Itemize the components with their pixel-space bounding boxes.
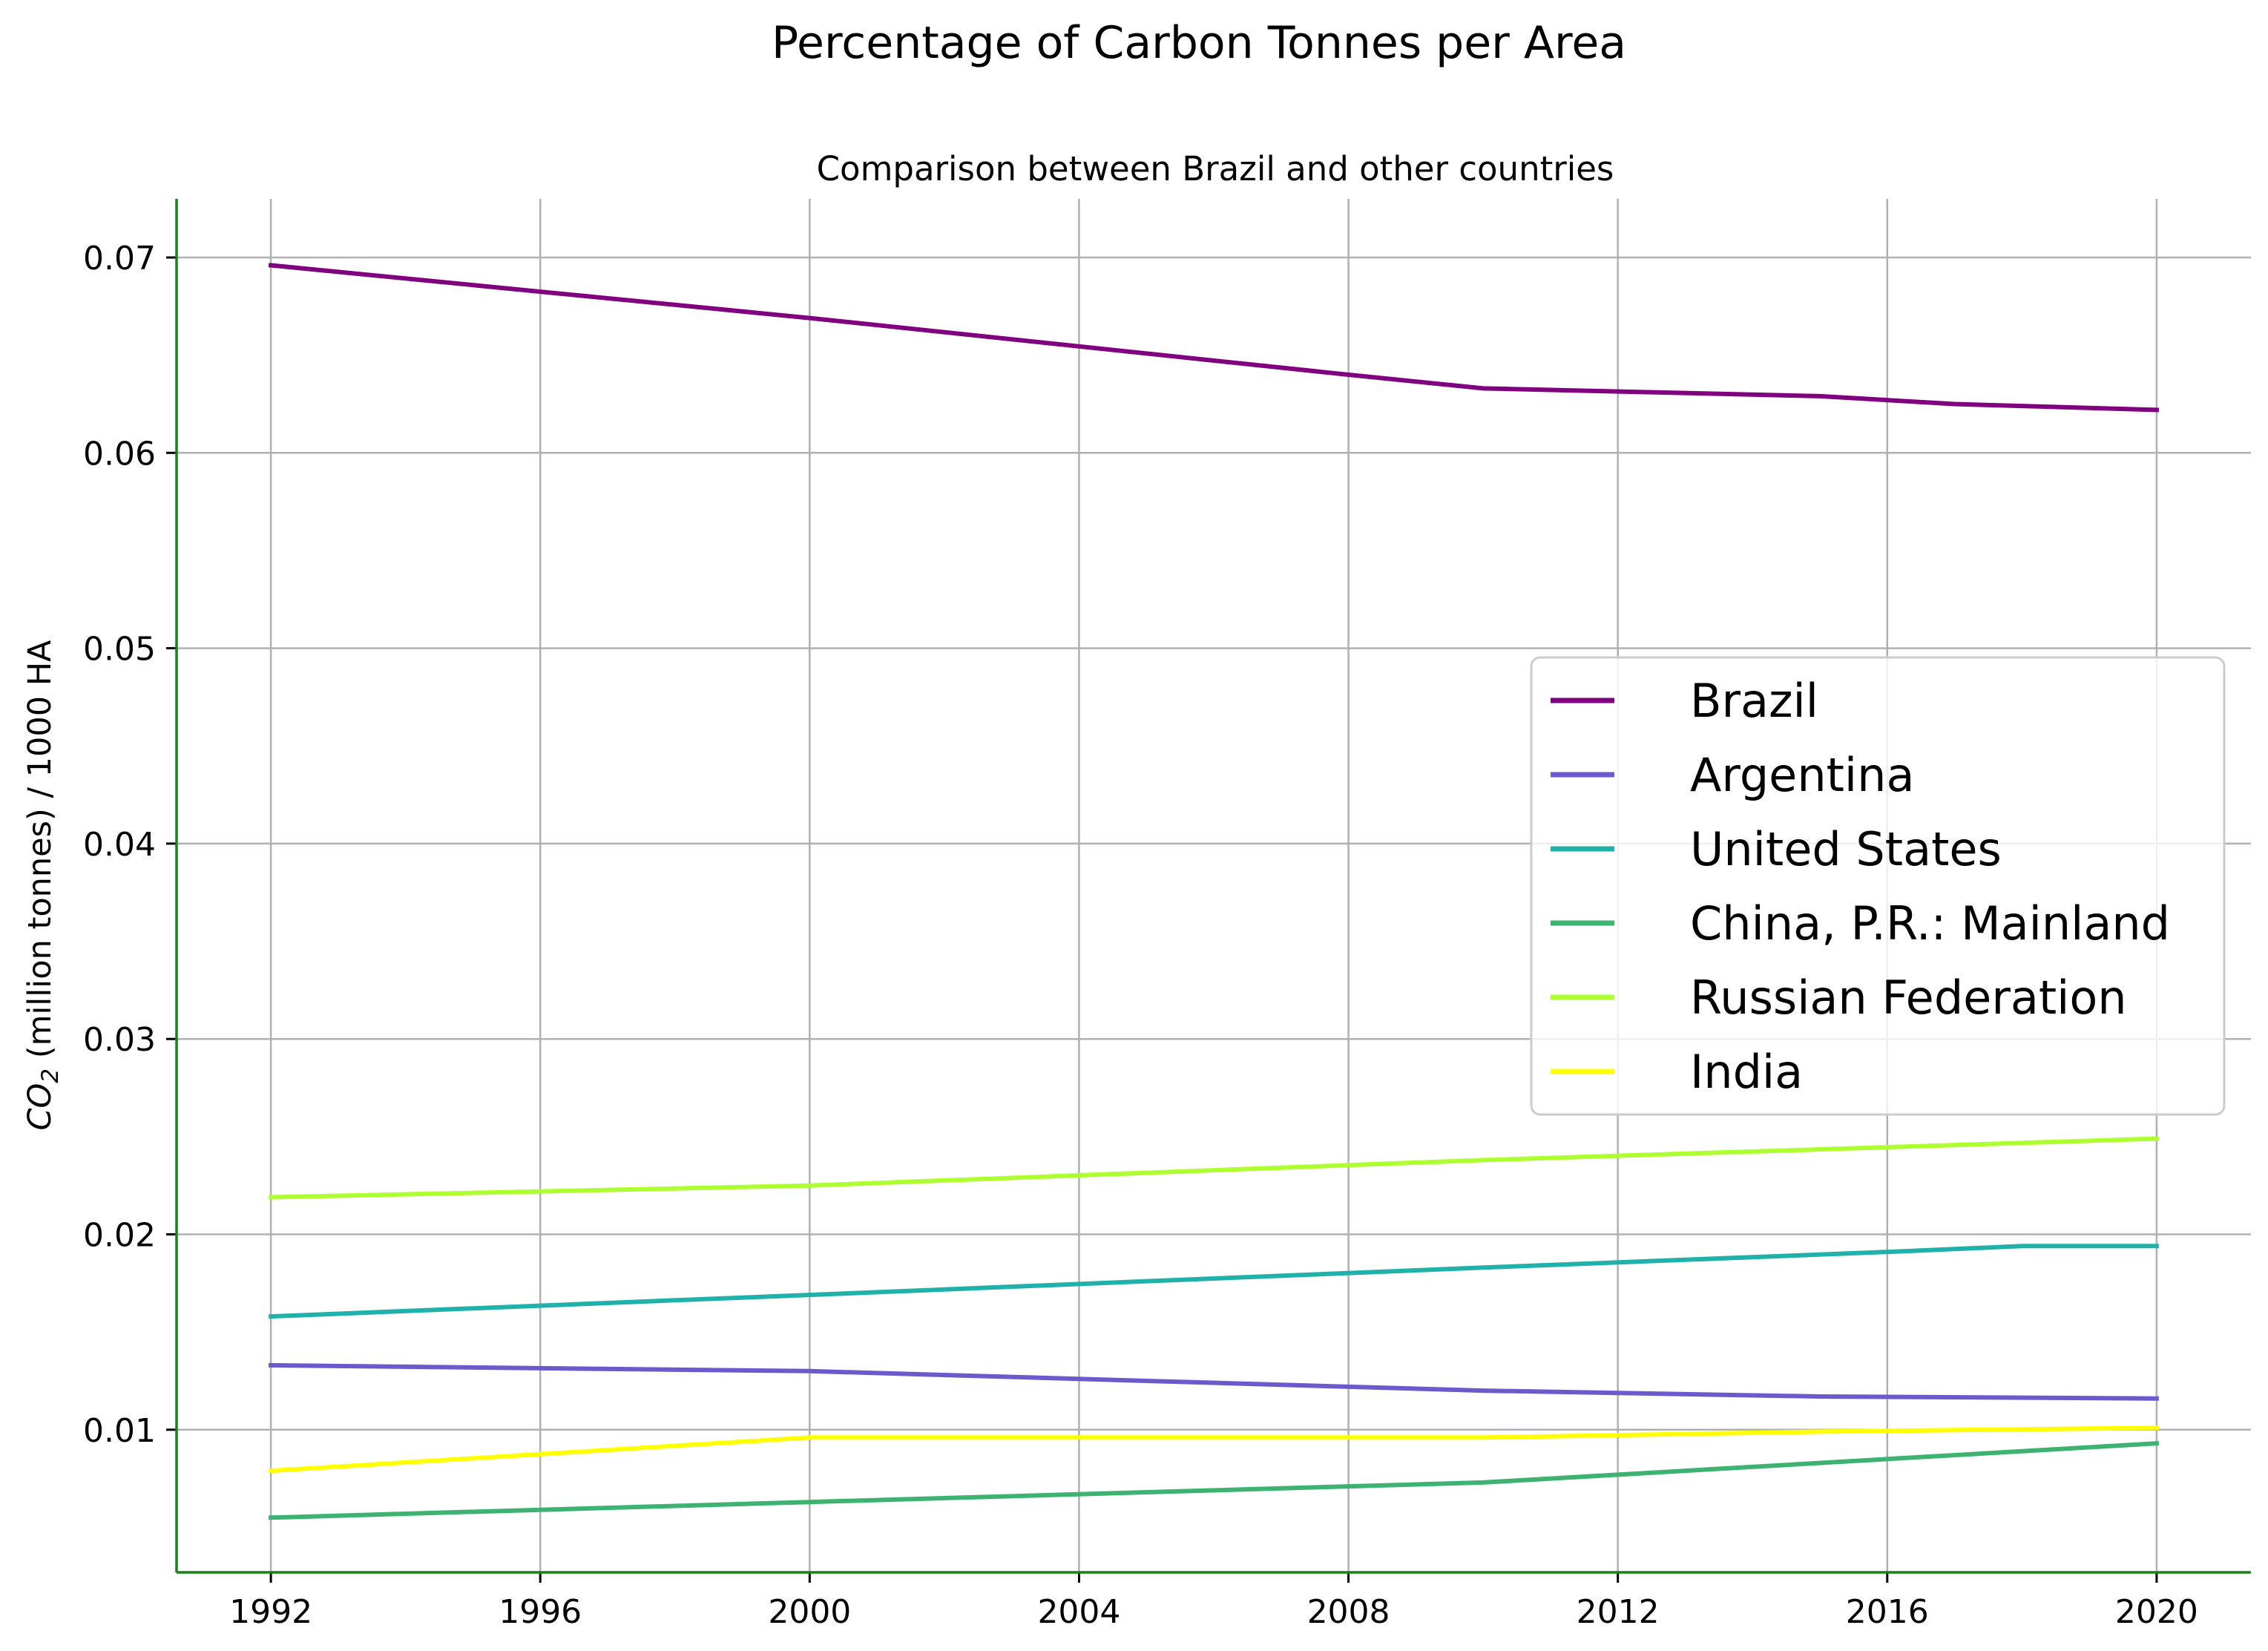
y-tick-label: 0.06: [83, 435, 156, 473]
y-tick-label: 0.04: [83, 826, 156, 864]
legend-label: Argentina: [1690, 748, 1914, 802]
x-tick-label: 2016: [1846, 1593, 1929, 1631]
series-line-4: [269, 1136, 2159, 1200]
series-line-2: [268, 1244, 2159, 1319]
series-line-5: [268, 1425, 2159, 1474]
x-tick-label: 2012: [1577, 1593, 1660, 1631]
chart-subtitle: Comparison between Brazil and other coun…: [817, 149, 1614, 188]
y-axis-label: CO2 (million tonnes) / 1000 HA: [22, 640, 64, 1131]
y-tick-label: 0.01: [83, 1412, 156, 1450]
x-tick-label: 2008: [1307, 1593, 1390, 1631]
y-tick-label: 0.03: [83, 1021, 156, 1059]
y-tick-label: 0.02: [83, 1216, 156, 1254]
y-axis-ticks: 0.01 0.02 0.03 0.04 0.05 0.06 0.07: [83, 240, 177, 1450]
y-tick-label: 0.07: [83, 240, 156, 278]
x-tick-label: 2004: [1037, 1593, 1120, 1631]
chart-title: Percentage of Carbon Tonnes per Area: [772, 17, 1626, 69]
x-tick-label: 1996: [499, 1593, 582, 1631]
x-tick-label: 2020: [2115, 1593, 2198, 1631]
series-line-0: [268, 263, 2159, 413]
series-line-3: [269, 1441, 2160, 1520]
legend-label: Brazil: [1690, 674, 1818, 728]
legend: Brazil Argentina United States China, P.R.:…: [1530, 656, 2226, 1116]
legend-label: India: [1690, 1045, 1803, 1099]
y-tick-label: 0.05: [83, 631, 156, 669]
legend-frame: [1530, 656, 2226, 1116]
legend-label: United States: [1690, 822, 2002, 876]
series-line-1: [269, 1362, 2159, 1401]
x-axis-ticks: 1992 1996 2000 2004 2008 2012 2016 2020: [229, 1572, 2198, 1631]
x-tick-label: 1992: [229, 1593, 312, 1631]
legend-label: Russian Federation: [1690, 971, 2127, 1025]
series-lines: [268, 263, 2160, 1520]
legend-label: China, P.R.: Mainland: [1690, 896, 2170, 951]
x-tick-label: 2000: [768, 1593, 851, 1631]
